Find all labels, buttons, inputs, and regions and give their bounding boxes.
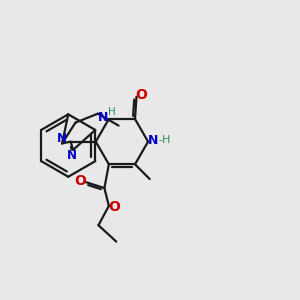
Text: N: N <box>67 149 77 162</box>
Text: -H: -H <box>158 135 171 145</box>
Text: O: O <box>108 200 120 214</box>
Text: O: O <box>135 88 147 102</box>
Text: N: N <box>98 111 109 124</box>
Text: N: N <box>148 134 159 147</box>
Text: O: O <box>75 174 86 188</box>
Text: N: N <box>57 132 67 145</box>
Text: H: H <box>108 107 116 118</box>
